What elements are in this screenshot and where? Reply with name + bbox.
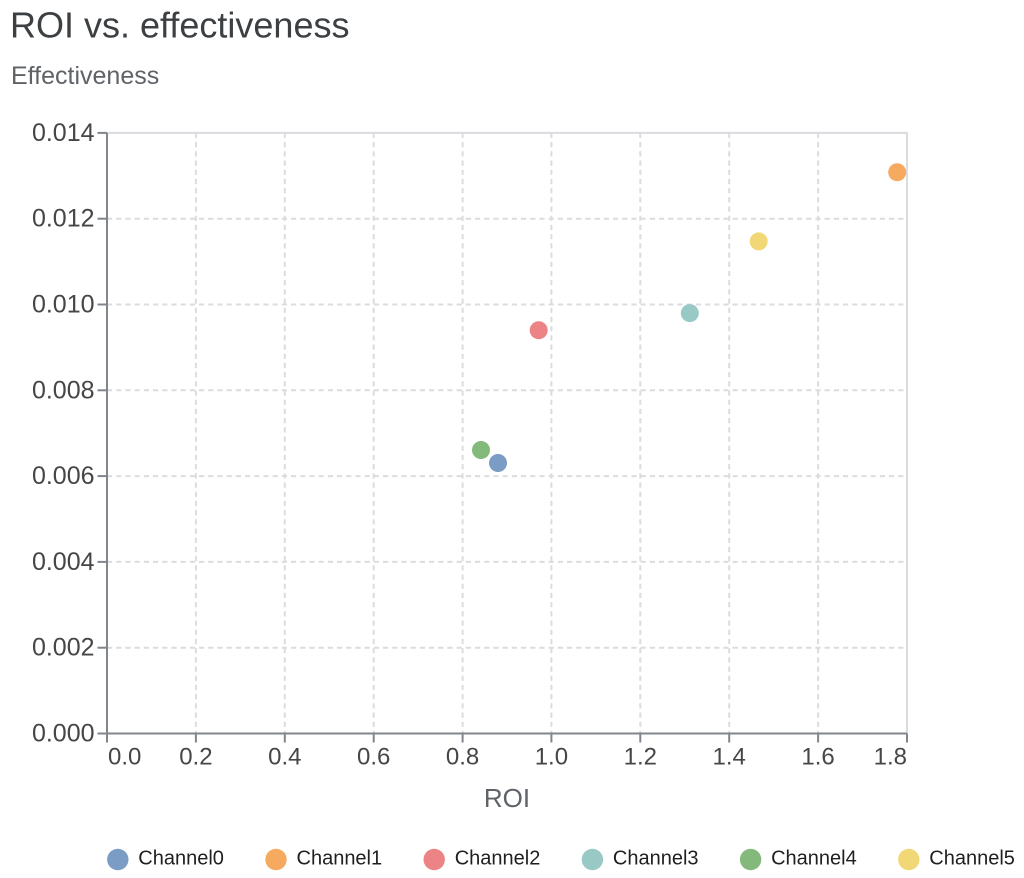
svg-text:Channel0: Channel0 xyxy=(138,847,224,869)
svg-text:1.0: 1.0 xyxy=(535,744,568,771)
svg-text:0.0: 0.0 xyxy=(108,744,141,771)
svg-text:0.014: 0.014 xyxy=(32,119,95,147)
svg-text:Channel2: Channel2 xyxy=(455,847,541,869)
svg-text:0.000: 0.000 xyxy=(32,720,95,748)
svg-text:Channel1: Channel1 xyxy=(297,847,383,869)
svg-text:1.2: 1.2 xyxy=(624,744,657,771)
svg-text:0.010: 0.010 xyxy=(32,291,95,319)
svg-text:Effectiveness: Effectiveness xyxy=(11,62,159,90)
svg-text:1.4: 1.4 xyxy=(713,744,746,771)
svg-text:0.008: 0.008 xyxy=(32,376,95,404)
svg-text:0.4: 0.4 xyxy=(268,744,301,771)
svg-text:ROI vs. effectiveness: ROI vs. effectiveness xyxy=(10,5,349,46)
svg-text:Channel3: Channel3 xyxy=(613,847,699,869)
svg-text:0.002: 0.002 xyxy=(32,634,95,662)
svg-text:0.6: 0.6 xyxy=(357,744,390,771)
svg-text:0.012: 0.012 xyxy=(32,205,95,233)
svg-text:0.8: 0.8 xyxy=(446,744,479,771)
svg-text:1.6: 1.6 xyxy=(801,744,834,771)
svg-text:0.004: 0.004 xyxy=(32,548,95,576)
svg-text:1.8: 1.8 xyxy=(874,744,907,771)
svg-text:0.2: 0.2 xyxy=(179,744,212,771)
svg-text:ROI: ROI xyxy=(484,783,530,813)
svg-text:Channel5: Channel5 xyxy=(929,847,1015,869)
svg-text:Channel4: Channel4 xyxy=(771,847,857,869)
svg-text:0.006: 0.006 xyxy=(32,462,95,490)
